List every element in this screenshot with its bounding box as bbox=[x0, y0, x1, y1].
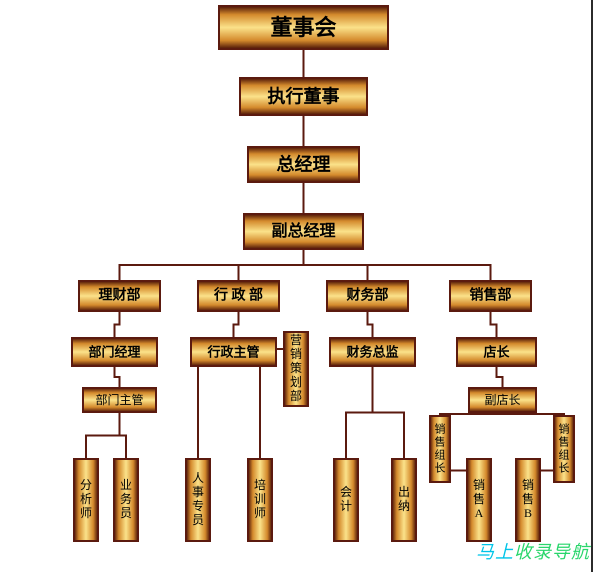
node-d3m: 财务总监 bbox=[330, 338, 415, 366]
svg-text:行 政 部: 行 政 部 bbox=[213, 287, 263, 304]
svg-text:总经理: 总经理 bbox=[277, 154, 331, 175]
svg-text:师: 师 bbox=[80, 506, 92, 520]
svg-text:人: 人 bbox=[192, 471, 204, 485]
svg-text:理财部: 理财部 bbox=[99, 287, 141, 304]
node-cash: 出纳 bbox=[392, 459, 416, 541]
svg-text:训: 训 bbox=[254, 492, 266, 506]
node-sb: 销售B bbox=[516, 459, 540, 541]
node-d1m: 部门经理 bbox=[72, 338, 157, 366]
svg-text:销: 销 bbox=[522, 478, 534, 492]
svg-text:执行董事: 执行董事 bbox=[268, 86, 340, 107]
node-vgm: 副总经理 bbox=[244, 214, 363, 249]
svg-text:副店长: 副店长 bbox=[484, 393, 520, 407]
node-board: 董事会 bbox=[219, 6, 388, 49]
svg-text:部门经理: 部门经理 bbox=[88, 345, 140, 360]
svg-text:销: 销 bbox=[559, 421, 570, 435]
node-vstore: 副店长 bbox=[469, 388, 536, 412]
svg-text:业: 业 bbox=[120, 478, 132, 492]
node-mkplan: 营销策划部 bbox=[284, 332, 308, 406]
svg-text:销售部: 销售部 bbox=[470, 287, 512, 304]
org-chart: 董事会执行董事总经理副总经理理财部行 政 部财务部销售部部门经理行政主管营销策划… bbox=[0, 0, 596, 572]
node-tl2: 销售组长 bbox=[554, 416, 574, 482]
svg-text:组: 组 bbox=[559, 447, 570, 461]
node-tl1: 销售组长 bbox=[430, 416, 450, 482]
watermark-part1: 马上 bbox=[476, 542, 514, 562]
node-d2m: 行政主管 bbox=[191, 338, 276, 366]
svg-text:师: 师 bbox=[254, 506, 266, 520]
svg-text:出: 出 bbox=[398, 485, 410, 499]
node-dept3: 财务部 bbox=[327, 281, 408, 311]
svg-text:B: B bbox=[524, 506, 532, 520]
node-acct: 会计 bbox=[334, 459, 358, 541]
svg-text:长: 长 bbox=[559, 461, 570, 474]
nodes: 董事会执行董事总经理副总经理理财部行 政 部财务部销售部部门经理行政主管营销策划… bbox=[72, 6, 574, 541]
node-sa: 销售A bbox=[467, 459, 491, 541]
svg-text:董事会: 董事会 bbox=[270, 15, 336, 40]
svg-text:划: 划 bbox=[290, 375, 302, 389]
svg-text:销: 销 bbox=[290, 347, 302, 361]
node-store: 店长 bbox=[457, 338, 536, 366]
svg-text:部门主管: 部门主管 bbox=[95, 392, 143, 407]
svg-text:行政主管: 行政主管 bbox=[206, 345, 259, 360]
node-gm: 总经理 bbox=[248, 147, 359, 182]
svg-text:销: 销 bbox=[435, 421, 446, 435]
watermark-part2: 收录导航 bbox=[514, 542, 590, 562]
node-exec: 执行董事 bbox=[240, 78, 367, 115]
svg-text:售: 售 bbox=[522, 491, 534, 506]
svg-text:A: A bbox=[475, 506, 484, 520]
node-dept1: 理财部 bbox=[79, 281, 160, 311]
svg-text:财务总监: 财务总监 bbox=[346, 345, 398, 360]
svg-text:员: 员 bbox=[192, 513, 204, 527]
svg-text:组: 组 bbox=[435, 447, 446, 461]
svg-text:析: 析 bbox=[80, 492, 92, 506]
svg-text:营: 营 bbox=[290, 333, 302, 347]
svg-text:会: 会 bbox=[340, 485, 352, 499]
svg-text:长: 长 bbox=[435, 461, 446, 474]
svg-text:财务部: 财务部 bbox=[346, 287, 389, 304]
watermark: 马上收录导航 bbox=[476, 538, 590, 564]
svg-text:售: 售 bbox=[473, 491, 485, 506]
svg-text:部: 部 bbox=[290, 388, 302, 403]
node-ana: 分析师 bbox=[74, 459, 98, 541]
svg-text:分: 分 bbox=[80, 478, 92, 492]
node-dept2: 行 政 部 bbox=[198, 281, 279, 311]
svg-text:事: 事 bbox=[192, 485, 204, 499]
svg-text:售: 售 bbox=[435, 434, 446, 448]
svg-text:员: 员 bbox=[120, 506, 132, 520]
svg-text:专: 专 bbox=[192, 498, 204, 513]
svg-text:副总经理: 副总经理 bbox=[271, 221, 335, 240]
node-trn: 培训师 bbox=[248, 459, 272, 541]
node-biz: 业务员 bbox=[114, 459, 138, 541]
svg-text:销: 销 bbox=[473, 478, 485, 492]
node-d1s: 部门主管 bbox=[83, 388, 156, 412]
svg-text:店长: 店长 bbox=[483, 345, 510, 360]
node-dept4: 销售部 bbox=[450, 281, 531, 311]
svg-text:培: 培 bbox=[254, 477, 266, 492]
node-hr: 人事专员 bbox=[186, 459, 210, 541]
svg-text:售: 售 bbox=[559, 434, 570, 448]
svg-text:纳: 纳 bbox=[398, 499, 410, 513]
svg-text:策: 策 bbox=[290, 361, 302, 375]
svg-text:务: 务 bbox=[120, 491, 132, 506]
svg-text:计: 计 bbox=[340, 499, 352, 513]
